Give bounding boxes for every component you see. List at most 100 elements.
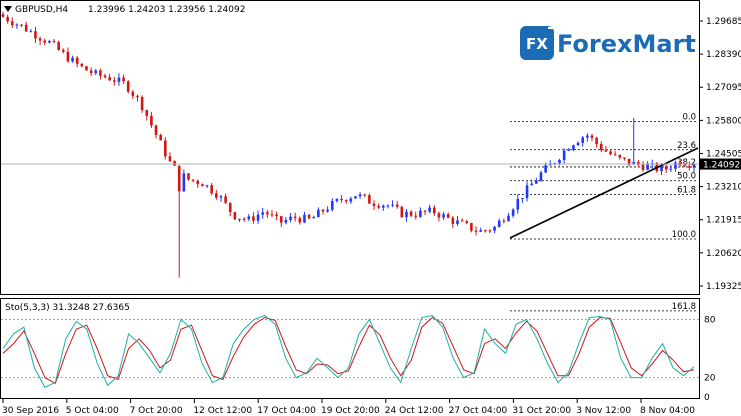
candle (71, 55, 74, 63)
candle (470, 222, 473, 233)
price-tick-label: 1.24505 (706, 149, 741, 159)
candle (590, 133, 594, 142)
candle (284, 217, 288, 225)
candle (136, 94, 139, 102)
candle (474, 226, 478, 236)
candle (368, 193, 371, 204)
candle (201, 183, 204, 187)
candle (572, 144, 575, 152)
candle (669, 165, 673, 172)
candle (6, 14, 9, 24)
candle (1, 11, 5, 18)
ohlc-readout: 1.23996 1.24203 1.23956 1.24092 (88, 5, 245, 15)
candle (618, 154, 622, 160)
candle (613, 151, 617, 156)
candle (386, 204, 390, 209)
candle (539, 170, 543, 182)
candle (530, 179, 533, 186)
candle (535, 177, 538, 184)
candle (664, 164, 668, 173)
logo-name: ForexMart (557, 30, 696, 58)
trend-line[interactable] (509, 147, 699, 239)
candle (683, 162, 687, 168)
candle (419, 207, 422, 219)
candle (52, 39, 56, 44)
stochastic-panel-frame (0, 298, 700, 399)
fibonacci-retracement[interactable]: 0.0 23.6 38.2 50.0 61.8 100.0 161.8 (510, 113, 698, 312)
candle (15, 23, 19, 29)
time-tick-label: 19 Oct 20:00 (321, 406, 380, 416)
candle (521, 198, 524, 203)
candle (219, 194, 223, 202)
fib-level-label: 38.2 (677, 158, 696, 168)
candle (57, 40, 60, 51)
candle (270, 210, 274, 218)
candle (507, 212, 510, 222)
candle (567, 148, 571, 152)
candle (173, 160, 176, 166)
candle (261, 207, 265, 219)
candle (562, 148, 566, 165)
candle (409, 210, 413, 218)
time-tick-label: 12 Oct 12:00 (193, 406, 252, 416)
time-tick-label: 31 Oct 20:00 (512, 406, 571, 416)
stochastic-main-line (2, 314, 695, 388)
price-tick-label: 1.20620 (706, 249, 741, 259)
candle (599, 141, 603, 153)
candle (29, 28, 33, 33)
price-tick-label: 1.25800 (706, 116, 741, 126)
symbol-timeframe: GBPUSD,H4 (15, 5, 68, 15)
candle (113, 76, 116, 86)
candle (641, 161, 645, 172)
stochastic-levels: 80 20 0 (1, 315, 716, 403)
candle (238, 218, 241, 223)
candle (377, 203, 380, 209)
candle (460, 218, 464, 222)
candle (688, 161, 691, 171)
candle (242, 217, 246, 222)
candle (493, 225, 496, 234)
fib-level-label: 50.0 (677, 172, 696, 182)
candle (586, 133, 589, 142)
candle (395, 200, 399, 209)
candle (34, 26, 37, 43)
time-tick-label: 7 Oct 20:00 (130, 406, 183, 416)
forexmart-logo: FX ForexMart (520, 26, 696, 60)
candle (363, 193, 367, 198)
candle (456, 216, 459, 227)
stochastic-signal-line (2, 316, 695, 385)
candle (604, 146, 608, 153)
candle (479, 227, 482, 232)
candle (103, 73, 107, 79)
price-tick-label: 1.27095 (706, 83, 741, 93)
fib-level-label: 23.6 (677, 141, 696, 151)
candle (303, 211, 306, 224)
dropdown-arrow-icon[interactable] (4, 6, 12, 12)
candle (646, 161, 649, 171)
candle (405, 209, 408, 222)
candle (525, 181, 529, 202)
candle (595, 136, 598, 148)
candle (145, 109, 149, 121)
candle (117, 73, 121, 86)
fib-level-label: 61.8 (677, 186, 696, 196)
current-price-label: 1.24092 (700, 158, 741, 171)
candle (38, 36, 42, 45)
candle (609, 149, 612, 156)
candle (279, 215, 283, 228)
time-tick-label: 30 Sep 2016 (2, 406, 59, 416)
candle (516, 194, 520, 214)
time-tick-label: 3 Nov 12:00 (576, 406, 631, 416)
candle (108, 73, 111, 81)
candle (446, 212, 450, 219)
candle (326, 206, 329, 213)
candle (632, 117, 636, 165)
candle (298, 216, 302, 225)
candle (80, 63, 84, 68)
candle (247, 213, 251, 222)
candle (94, 68, 98, 76)
candle (674, 160, 677, 172)
time-tick-label: 17 Oct 04:00 (257, 406, 316, 416)
candle (381, 204, 385, 211)
